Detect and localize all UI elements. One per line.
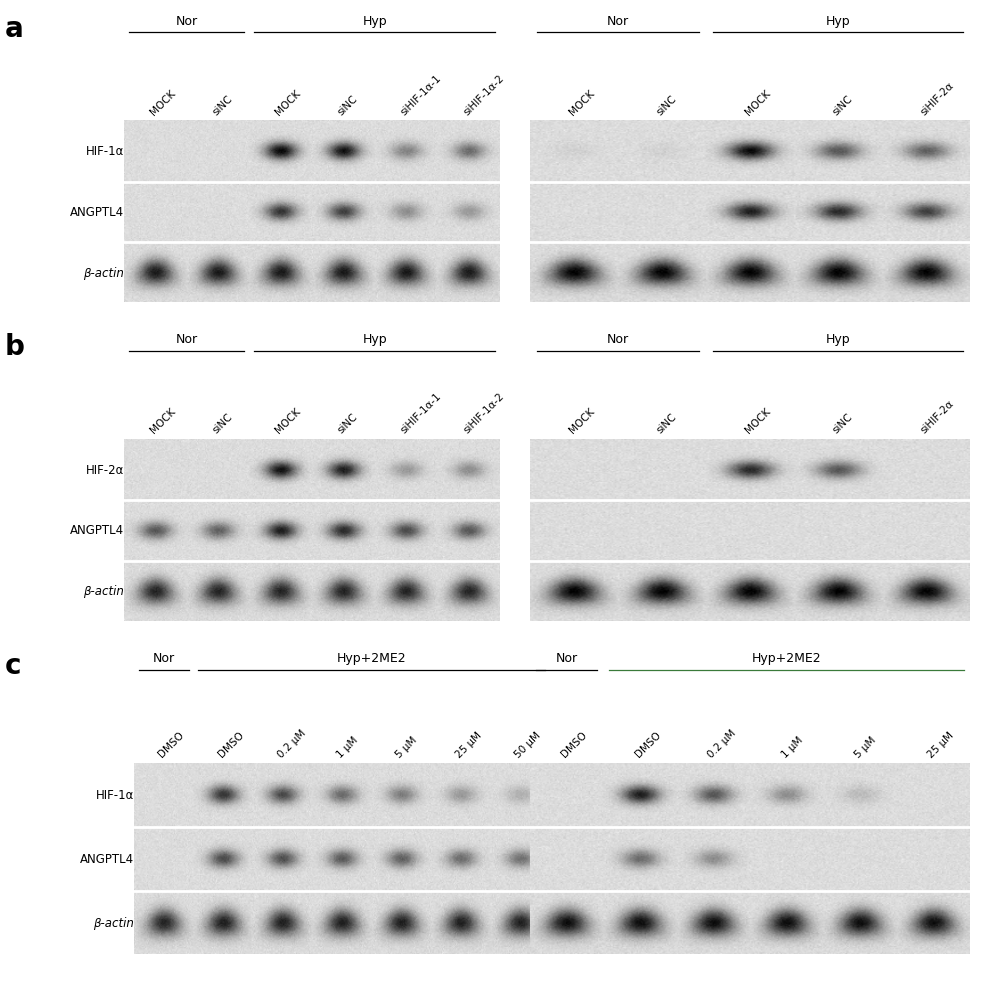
Text: siNC: siNC — [211, 93, 235, 117]
Text: MOCK: MOCK — [274, 88, 303, 117]
Text: siNC: siNC — [211, 412, 235, 435]
Text: siHIF-2α: siHIF-2α — [919, 81, 956, 117]
Text: ANGPTL4: ANGPTL4 — [70, 206, 124, 219]
Text: MOCK: MOCK — [274, 407, 303, 435]
Text: MOCK: MOCK — [743, 88, 772, 117]
Text: siNC: siNC — [655, 412, 679, 435]
Text: Hyp: Hyp — [826, 15, 850, 28]
Text: 5 μM: 5 μM — [394, 734, 419, 759]
Text: Hyp: Hyp — [362, 15, 387, 28]
Text: HIF-2α: HIF-2α — [86, 463, 124, 476]
Text: Hyp: Hyp — [826, 333, 850, 346]
Text: 5 μM: 5 μM — [853, 734, 878, 759]
Text: HIF-1α: HIF-1α — [86, 145, 124, 158]
Text: siNC: siNC — [336, 412, 360, 435]
Text: 0.2 μM: 0.2 μM — [276, 727, 307, 759]
Text: c: c — [5, 651, 22, 679]
Text: β-actin: β-actin — [93, 915, 134, 928]
Text: Nor: Nor — [607, 15, 629, 28]
Text: siHIF-1α-2: siHIF-1α-2 — [462, 391, 506, 435]
Text: siNC: siNC — [831, 412, 855, 435]
Text: a: a — [5, 15, 24, 43]
Text: MOCK: MOCK — [567, 407, 596, 435]
Text: β-actin: β-actin — [83, 584, 124, 597]
Text: 1 μM: 1 μM — [780, 734, 805, 759]
Text: 50 μM: 50 μM — [513, 730, 543, 759]
Text: Nor: Nor — [176, 333, 198, 346]
Text: 0.2 μM: 0.2 μM — [706, 727, 738, 759]
Text: siNC: siNC — [655, 93, 679, 117]
Text: siHIF-1α-1: siHIF-1α-1 — [399, 73, 443, 117]
Text: siNC: siNC — [831, 93, 855, 117]
Text: siHIF-1α-2: siHIF-1α-2 — [462, 73, 506, 117]
Text: MOCK: MOCK — [148, 407, 177, 435]
Text: Hyp+2ME2: Hyp+2ME2 — [752, 651, 821, 664]
Text: Nor: Nor — [153, 651, 175, 664]
Text: 25 μM: 25 μM — [454, 730, 483, 759]
Text: HIF-1α: HIF-1α — [96, 788, 134, 801]
Text: DMSO: DMSO — [560, 730, 589, 759]
Text: MOCK: MOCK — [743, 407, 772, 435]
Text: Nor: Nor — [176, 15, 198, 28]
Text: siNC: siNC — [336, 93, 360, 117]
Text: 1 μM: 1 μM — [335, 734, 360, 759]
Text: siHIF-1α-1: siHIF-1α-1 — [399, 391, 443, 435]
Text: siHIF-2α: siHIF-2α — [919, 399, 956, 435]
Text: β-actin: β-actin — [83, 266, 124, 279]
Text: 25 μM: 25 μM — [926, 730, 956, 759]
Text: MOCK: MOCK — [567, 88, 596, 117]
Text: DMSO: DMSO — [157, 730, 186, 759]
Text: MOCK: MOCK — [148, 88, 177, 117]
Text: Nor: Nor — [607, 333, 629, 346]
Text: DMSO: DMSO — [633, 730, 662, 759]
Text: DMSO: DMSO — [216, 730, 246, 759]
Text: ANGPTL4: ANGPTL4 — [80, 852, 134, 865]
Text: Hyp: Hyp — [362, 333, 387, 346]
Text: ANGPTL4: ANGPTL4 — [70, 524, 124, 537]
Text: Hyp+2ME2: Hyp+2ME2 — [337, 651, 407, 664]
Text: b: b — [5, 333, 25, 361]
Text: Nor: Nor — [556, 651, 578, 664]
